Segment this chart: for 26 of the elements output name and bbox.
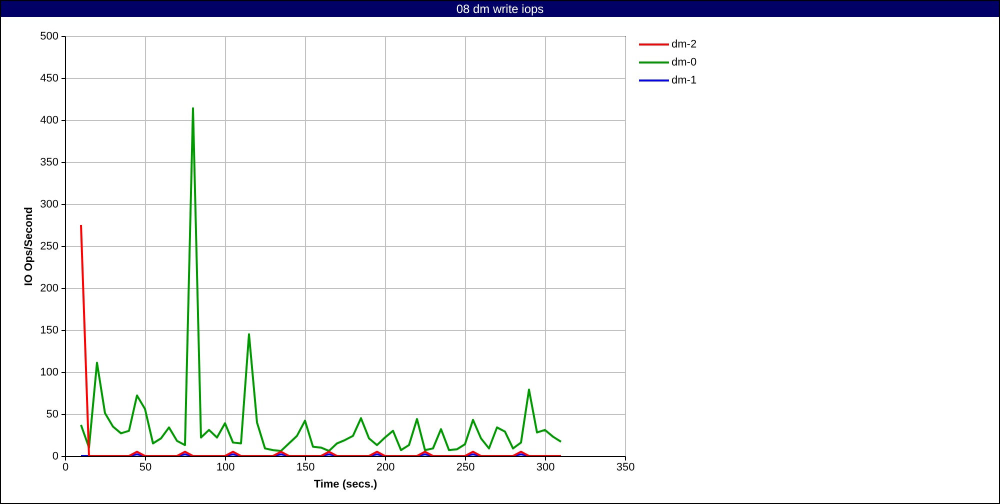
x-axis-title: Time (secs.) bbox=[314, 478, 378, 490]
y-axis-title: IO Ops/Second bbox=[23, 207, 36, 286]
y-tick-label: 200 bbox=[40, 282, 58, 294]
x-tick-label: 300 bbox=[536, 462, 555, 474]
x-tick-label: 0 bbox=[62, 462, 69, 474]
y-tick-label: 300 bbox=[40, 198, 58, 210]
y-tick-label: 150 bbox=[40, 324, 58, 336]
line-series bbox=[80, 107, 562, 452]
y-tick-label: 100 bbox=[40, 366, 58, 378]
x-tick-label: 100 bbox=[216, 462, 235, 474]
x-tick-label: 250 bbox=[456, 462, 475, 474]
x-tick-label: 150 bbox=[296, 462, 315, 474]
y-tick-label: 350 bbox=[40, 156, 58, 168]
x-tick-label: 350 bbox=[616, 462, 635, 474]
chart-title: 08 dm write iops bbox=[1, 1, 999, 17]
legend-label: dm-2 bbox=[672, 38, 697, 50]
y-tick-label: 500 bbox=[40, 30, 58, 42]
y-tick-label: 50 bbox=[46, 408, 58, 420]
x-tick-label: 200 bbox=[376, 462, 395, 474]
legend-label: dm-1 bbox=[672, 74, 697, 86]
y-tick-label: 0 bbox=[52, 450, 58, 462]
x-tick-label: 50 bbox=[139, 462, 152, 474]
y-tick-label: 450 bbox=[40, 72, 58, 84]
y-tick-label: 400 bbox=[40, 114, 58, 126]
y-tick-label: 250 bbox=[40, 240, 58, 252]
legend-label: dm-0 bbox=[672, 56, 697, 68]
